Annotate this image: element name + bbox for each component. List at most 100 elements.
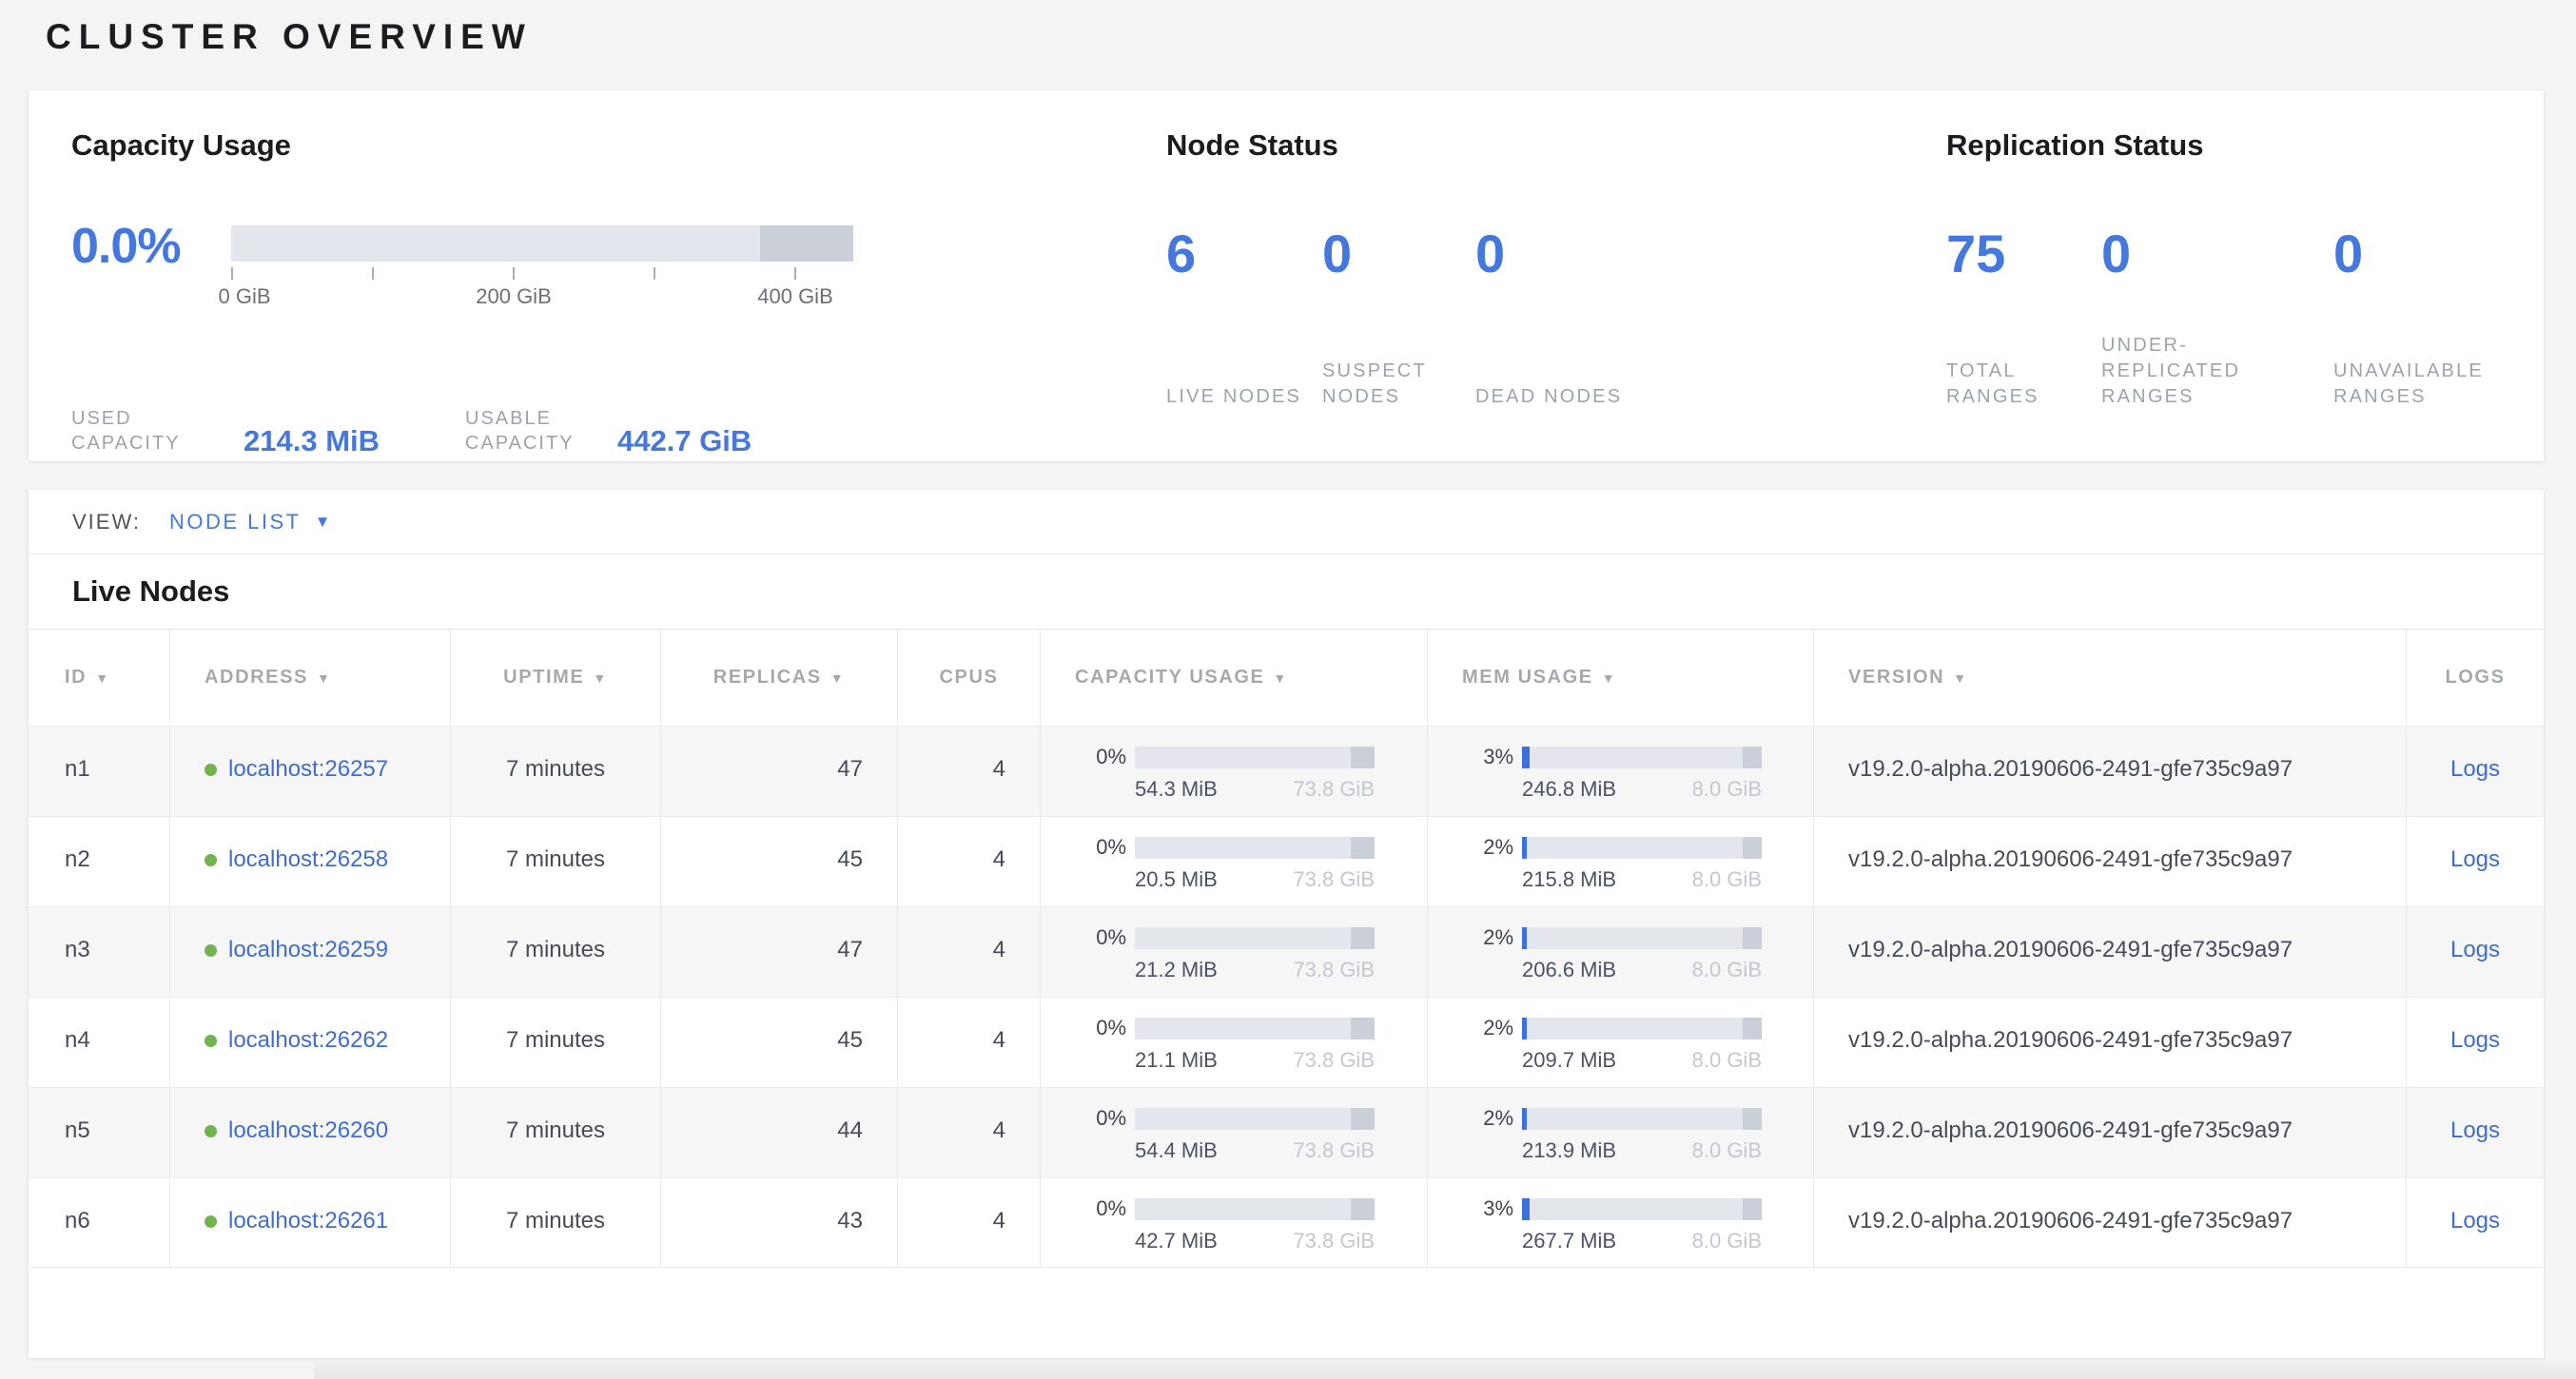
capacity-usage-bar — [1135, 746, 1375, 768]
unavailable-ranges-count: 0 — [2333, 223, 2364, 283]
node-cpus-cell: 4 — [897, 1088, 1040, 1177]
capacity-usage-bar — [1135, 926, 1375, 949]
column-header-uptime[interactable]: UPTIME ▼ — [450, 630, 660, 726]
node-id-cell: n2 — [65, 846, 90, 872]
node-mem-usage-cell: 2% 213.9 MiB 8.0 GiB — [1427, 1088, 1813, 1177]
column-header-version[interactable]: VERSION ▼ — [1813, 630, 2406, 726]
column-header-mem-usage[interactable]: MEM USAGE ▼ — [1427, 630, 1813, 726]
capacity-bar-reserved — [1350, 746, 1375, 768]
mem-bar-fill — [1522, 746, 1530, 768]
view-dropdown[interactable]: NODE LIST ▼ — [169, 510, 330, 534]
logs-link[interactable]: Logs — [2449, 1208, 2501, 1233]
sort-desc-icon[interactable]: ▼ — [829, 670, 846, 686]
column-header-address[interactable]: ADDRESS ▼ — [169, 630, 450, 726]
live-nodes-section-header: Live Nodes — [29, 554, 2544, 629]
sort-desc-icon[interactable]: ▼ — [1953, 670, 1968, 686]
view-label: VIEW: — [72, 509, 141, 534]
live-status-icon — [205, 854, 217, 866]
node-logs-cell: Logs — [2406, 817, 2544, 906]
axis-tick — [372, 267, 374, 280]
column-header-capacity-usage[interactable]: CAPACITY USAGE ▼ — [1040, 630, 1427, 726]
sort-desc-icon[interactable]: ▼ — [593, 670, 608, 686]
node-mem-usage-cell: 2% 206.6 MiB 8.0 GiB — [1427, 907, 1813, 997]
cluster-summary-card: Capacity Usage 0.0% 0 GiB 200 GiB 400 Gi… — [29, 90, 2544, 461]
live-nodes-label: LIVE NODES — [1166, 386, 1302, 407]
view-dropdown-value[interactable]: NODE LIST — [168, 509, 302, 534]
capacity-usage-bar — [1135, 1197, 1375, 1220]
node-address-link[interactable]: localhost:26257 — [228, 756, 389, 782]
node-mem-usage-cell: 2% 215.8 MiB 8.0 GiB — [1427, 817, 1813, 906]
axis-tick-label: 0 GiB — [218, 284, 271, 308]
table-row: n4 localhost:26262 7 minutes 45 4 0% 21.… — [29, 997, 2544, 1087]
under-replicated-ranges-count: 0 — [2101, 223, 2132, 283]
node-replicas-cell: 47 — [660, 727, 897, 816]
capacity-bar-reserved — [1350, 1107, 1375, 1130]
live-status-icon — [205, 1125, 217, 1137]
capacity-gauge-bar: 0 GiB 200 GiB 400 GiB — [218, 225, 853, 308]
node-address-link[interactable]: localhost:26261 — [228, 1208, 389, 1233]
node-replicas-cell: 44 — [660, 1088, 897, 1177]
nodes-card: VIEW: NODE LIST ▼ Live Nodes ID ▼ ADDRESS… — [29, 490, 2544, 1358]
mem-bar-fill — [1522, 1017, 1528, 1039]
node-cpus-cell: 4 — [897, 907, 1040, 997]
node-address-link[interactable]: localhost:26259 — [228, 937, 389, 962]
node-uptime-cell: 7 minutes — [450, 998, 660, 1087]
node-uptime-cell: 7 minutes — [450, 1088, 660, 1177]
capacity-usage-heading: Capacity Usage — [71, 128, 291, 162]
sort-desc-icon[interactable]: ▼ — [317, 670, 332, 686]
live-nodes-count: 6 — [1166, 223, 1197, 283]
node-cpus-cell: 4 — [897, 1178, 1040, 1267]
live-status-icon — [205, 1215, 217, 1228]
used-capacity-label: USED CAPACITY — [71, 408, 181, 454]
under-replicated-ranges-label: UNDER-REPLICATED RANGES — [2101, 335, 2241, 407]
footer-shadow — [314, 1362, 2576, 1379]
node-id-cell: n1 — [65, 756, 90, 782]
node-address-link[interactable]: localhost:26258 — [228, 846, 389, 872]
node-address-link[interactable]: localhost:26262 — [228, 1027, 389, 1053]
node-address-link[interactable]: localhost:26260 — [228, 1117, 389, 1143]
chevron-down-icon[interactable]: ▼ — [314, 512, 331, 531]
node-replicas-cell: 43 — [660, 1178, 897, 1267]
table-row: n3 localhost:26259 7 minutes 47 4 0% 21.… — [29, 906, 2544, 997]
mem-usage-bar — [1522, 746, 1762, 768]
capacity-bar-reserved — [1350, 1197, 1375, 1220]
axis-tick — [231, 267, 233, 280]
column-header-id[interactable]: ID ▼ — [65, 667, 110, 688]
sort-desc-icon[interactable]: ▼ — [1273, 670, 1288, 686]
sort-desc-icon[interactable]: ▼ — [1601, 670, 1617, 686]
total-ranges-label: TOTAL RANGES — [1946, 360, 2039, 407]
total-ranges-stat: 75 TOTAL RANGES — [1946, 226, 2101, 410]
unavailable-ranges-stat: 0 UNAVAILABLE RANGES — [2333, 226, 2576, 410]
replication-status-heading: Replication Status — [1946, 128, 2204, 162]
mem-usage-bar — [1522, 1017, 1762, 1039]
axis-tick — [794, 267, 796, 280]
logs-link[interactable]: Logs — [2449, 937, 2501, 962]
node-capacity-usage-cell: 0% 21.1 MiB 73.8 GiB — [1040, 998, 1427, 1087]
node-id-cell: n6 — [65, 1208, 90, 1233]
logs-link[interactable]: Logs — [2449, 1027, 2501, 1053]
node-mem-usage-cell: 3% 246.8 MiB 8.0 GiB — [1427, 727, 1813, 816]
node-uptime-cell: 7 minutes — [450, 1178, 660, 1267]
node-capacity-usage-cell: 0% 42.7 MiB 73.8 GiB — [1040, 1178, 1427, 1267]
sort-desc-icon[interactable]: ▼ — [95, 670, 110, 686]
node-replicas-cell: 45 — [660, 998, 897, 1087]
logs-link[interactable]: Logs — [2449, 846, 2501, 872]
column-header-replicas[interactable]: REPLICAS ▼ — [660, 630, 897, 726]
node-cpus-cell: 4 — [897, 727, 1040, 816]
table-row: n2 localhost:26258 7 minutes 45 4 0% 20.… — [29, 816, 2544, 906]
capacity-usage-bar — [1135, 1107, 1375, 1130]
node-address-cell: localhost:26261 — [169, 1178, 450, 1267]
logs-link[interactable]: Logs — [2449, 1117, 2501, 1143]
replication-status-stats: 75 TOTAL RANGES 0 UNDER-REPLICATED RANGE… — [1946, 226, 2576, 410]
node-status-heading: Node Status — [1166, 128, 1338, 162]
mem-usage-bar — [1522, 1107, 1762, 1130]
live-nodes-title: Live Nodes — [72, 574, 230, 608]
column-header-cpus: CPUS — [897, 630, 1040, 726]
mem-bar-reserved — [1742, 746, 1762, 768]
mem-bar-fill — [1522, 1107, 1528, 1130]
mem-bar-reserved — [1742, 926, 1762, 949]
table-row: n5 localhost:26260 7 minutes 44 4 0% 54.… — [29, 1087, 2544, 1177]
logs-link[interactable]: Logs — [2449, 756, 2501, 782]
capacity-percent-value: 0.0% — [71, 219, 182, 274]
live-nodes-stat: 6 LIVE NODES — [1166, 226, 1322, 410]
